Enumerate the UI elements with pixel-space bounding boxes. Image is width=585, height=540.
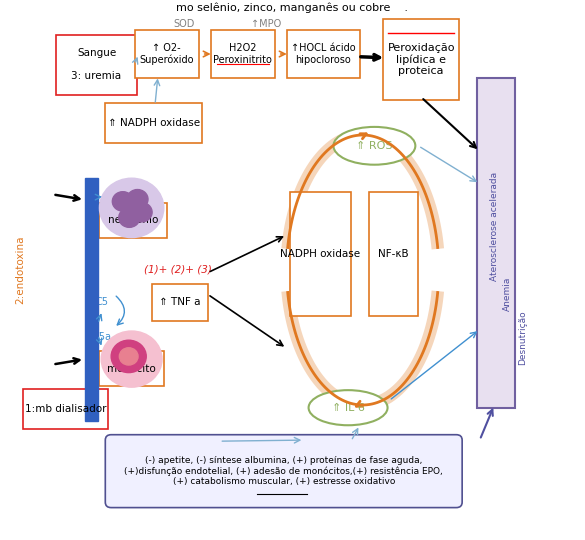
Text: NF-κB: NF-κB: [378, 249, 409, 259]
Text: C5: C5: [96, 298, 109, 307]
FancyBboxPatch shape: [369, 192, 418, 316]
Text: ⇑ NADPH oxidase: ⇑ NADPH oxidase: [108, 118, 199, 128]
FancyBboxPatch shape: [477, 78, 515, 408]
Ellipse shape: [333, 127, 415, 165]
Text: NADPH oxidase: NADPH oxidase: [280, 249, 360, 259]
FancyBboxPatch shape: [290, 192, 351, 316]
Text: Anemia: Anemia: [503, 277, 512, 312]
Circle shape: [112, 192, 133, 211]
Text: (1)+ (2)+ (3): (1)+ (2)+ (3): [144, 265, 212, 275]
Text: ↑MPO: ↑MPO: [251, 19, 281, 29]
Circle shape: [131, 202, 152, 222]
Text: ⇑ ROS: ⇑ ROS: [356, 141, 393, 151]
FancyBboxPatch shape: [383, 19, 459, 100]
Circle shape: [111, 340, 146, 373]
Text: ↑HOCL ácido
hipocloroso: ↑HOCL ácido hipocloroso: [291, 43, 356, 65]
Ellipse shape: [309, 390, 387, 426]
Text: mo selênio, zinco, manganês ou cobre    .: mo selênio, zinco, manganês ou cobre .: [177, 3, 408, 13]
Text: H2O2
Peroxinitrito: H2O2 Peroxinitrito: [214, 43, 272, 65]
Text: (-) apetite, (-) síntese albumina, (+) proteínas de fase aguda,
(+)disfunção end: (-) apetite, (-) síntese albumina, (+) p…: [125, 456, 443, 487]
FancyBboxPatch shape: [287, 30, 360, 78]
Text: 1:mb dialisador: 1:mb dialisador: [25, 404, 106, 414]
Text: ⇑ IL 6: ⇑ IL 6: [332, 403, 364, 413]
Circle shape: [101, 331, 162, 387]
FancyBboxPatch shape: [105, 435, 462, 508]
FancyBboxPatch shape: [23, 389, 108, 429]
Text: Peroxidação
lipídica e
proteica: Peroxidação lipídica e proteica: [387, 43, 455, 76]
Text: Sangue

3: uremia: Sangue 3: uremia: [71, 48, 122, 82]
Text: ↑ O2-
Superóxido: ↑ O2- Superóxido: [139, 43, 194, 65]
Text: neutrófilo: neutrófilo: [108, 215, 159, 225]
FancyBboxPatch shape: [99, 351, 164, 386]
FancyBboxPatch shape: [211, 30, 275, 78]
FancyBboxPatch shape: [135, 30, 199, 78]
Text: 2:endotoxina: 2:endotoxina: [15, 236, 26, 304]
Circle shape: [119, 208, 140, 227]
Circle shape: [99, 178, 164, 238]
FancyBboxPatch shape: [152, 284, 208, 321]
Circle shape: [119, 348, 138, 365]
Text: SOD: SOD: [174, 19, 195, 29]
Text: Desnutrição: Desnutrição: [518, 310, 527, 365]
FancyBboxPatch shape: [99, 202, 167, 238]
Text: monócito: monócito: [107, 363, 156, 374]
Text: C5a: C5a: [93, 333, 112, 342]
FancyBboxPatch shape: [105, 103, 202, 143]
Text: ⇑ TNF a: ⇑ TNF a: [159, 298, 201, 307]
Circle shape: [127, 190, 148, 209]
Bar: [85, 178, 98, 421]
Text: Aterosclerose acelerada: Aterosclerose acelerada: [490, 172, 499, 281]
FancyBboxPatch shape: [56, 35, 137, 94]
